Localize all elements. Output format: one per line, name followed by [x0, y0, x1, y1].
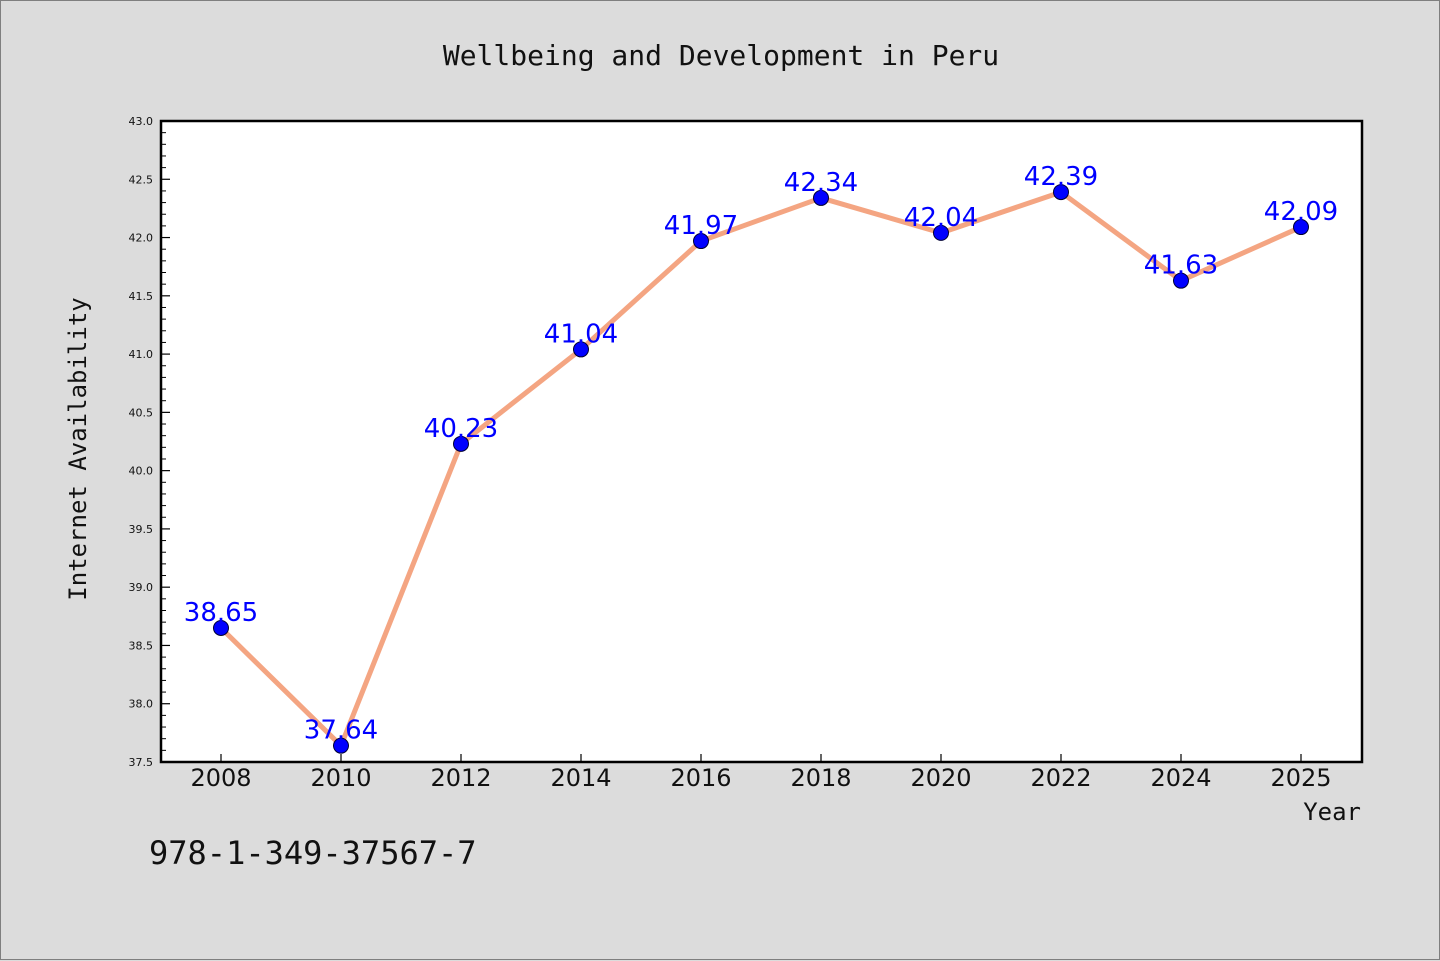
x-tick-label: 2025: [1270, 764, 1331, 792]
x-tick-label: 2020: [910, 764, 971, 792]
y-tick-label: 40.5: [129, 406, 154, 419]
data-label: 38.65: [184, 598, 258, 628]
y-tick-label: 41.0: [129, 348, 154, 361]
data-point: [573, 341, 589, 358]
data-point: [693, 233, 709, 250]
x-tick-label: 2010: [310, 764, 371, 792]
data-point: [933, 224, 949, 241]
data-label: 42.39: [1024, 162, 1098, 192]
data-label: 37.64: [304, 716, 378, 746]
plot-area: [159, 119, 1364, 764]
x-tick-label: 2008: [190, 764, 251, 792]
series-line: [218, 189, 1304, 749]
y-tick-label: 39.5: [129, 523, 154, 536]
data-point: [813, 189, 829, 206]
y-tick-label: 43.0: [129, 115, 154, 128]
data-label: 41.63: [1144, 251, 1218, 281]
data-label: 41.97: [664, 211, 738, 241]
x-axis-label: Year: [1303, 798, 1361, 826]
chart-title: Wellbeing and Development in Peru: [443, 39, 999, 72]
y-tick-label: 42.0: [129, 232, 154, 245]
x-tick-label: 2022: [1030, 764, 1091, 792]
data-point: [1293, 219, 1309, 236]
y-axis-label: Internet Availability: [64, 297, 92, 600]
data-point: [333, 737, 349, 754]
x-tick-label: 2012: [430, 764, 491, 792]
data-point: [1173, 272, 1189, 289]
y-axis: 37.5 38.0 38.5 39.0 39.5 40.0 40.5 41.0 41.5 42.0…: [129, 115, 170, 769]
y-tick-label: 41.5: [129, 290, 154, 303]
y-tick-label: 39.0: [129, 581, 154, 594]
series-markers: [213, 184, 1309, 754]
data-label: 42.09: [1264, 197, 1338, 227]
data-point: [1053, 184, 1069, 201]
data-point: [213, 619, 229, 636]
data-label: 41.04: [544, 319, 618, 349]
data-label: 40.23: [424, 414, 498, 444]
x-tick-label: 2024: [1150, 764, 1211, 792]
x-tick-label: 2016: [670, 764, 731, 792]
x-tick-label: 2018: [790, 764, 851, 792]
data-label: 42.04: [904, 203, 978, 233]
isbn-text: 978-1-349-37567-7: [149, 834, 477, 872]
data-point: [453, 435, 469, 452]
y-tick-label: 42.5: [129, 173, 154, 186]
data-label: 42.34: [784, 168, 858, 198]
x-tick-label: 2014: [550, 764, 611, 792]
y-tick-label: 38.0: [129, 698, 154, 711]
x-axis: 2008 2010 2012 2014 2016 2018 2020 2022 2024 2025: [190, 754, 1332, 792]
y-tick-label: 38.5: [129, 639, 154, 652]
y-tick-label: 37.5: [129, 756, 154, 769]
y-tick-label: 40.0: [129, 465, 154, 478]
data-labels: 38.65 37.64 40.23 41.04 41.97 42.34 42.04 42.39…: [184, 162, 1338, 746]
